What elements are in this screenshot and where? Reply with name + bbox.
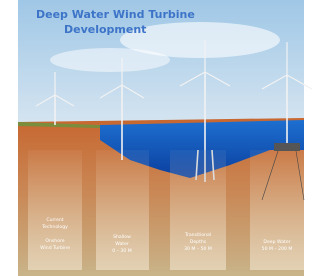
title: Deep Water Wind Turbine — [36, 8, 195, 21]
panel — [250, 150, 304, 270]
page: Deep Water Wind Turbine Development Curr… — [0, 0, 320, 276]
panel-label: Deep Water — [263, 239, 290, 245]
panel-label: 30 M – 50 M — [184, 246, 212, 252]
panel-label: 0 – 30 M — [112, 248, 131, 254]
panel — [170, 150, 226, 270]
panel-label: Technology — [41, 224, 68, 230]
subtitle: Development — [64, 23, 146, 36]
panel-label: Current — [46, 217, 63, 223]
panel-label: Water — [115, 241, 129, 247]
panel-label: Shallow — [113, 234, 131, 240]
cloud — [50, 48, 170, 72]
float-platform — [274, 143, 300, 151]
panel-label: Depths — [190, 239, 207, 245]
panel-label: Transitional — [184, 232, 211, 238]
panel-label: 50 M – 200 M — [262, 246, 293, 252]
panel-label: Onshore — [45, 238, 64, 244]
illustration: Deep Water Wind Turbine Development Curr… — [0, 0, 318, 276]
panel — [28, 150, 82, 270]
panel-label: Wind Turbine — [40, 245, 70, 251]
